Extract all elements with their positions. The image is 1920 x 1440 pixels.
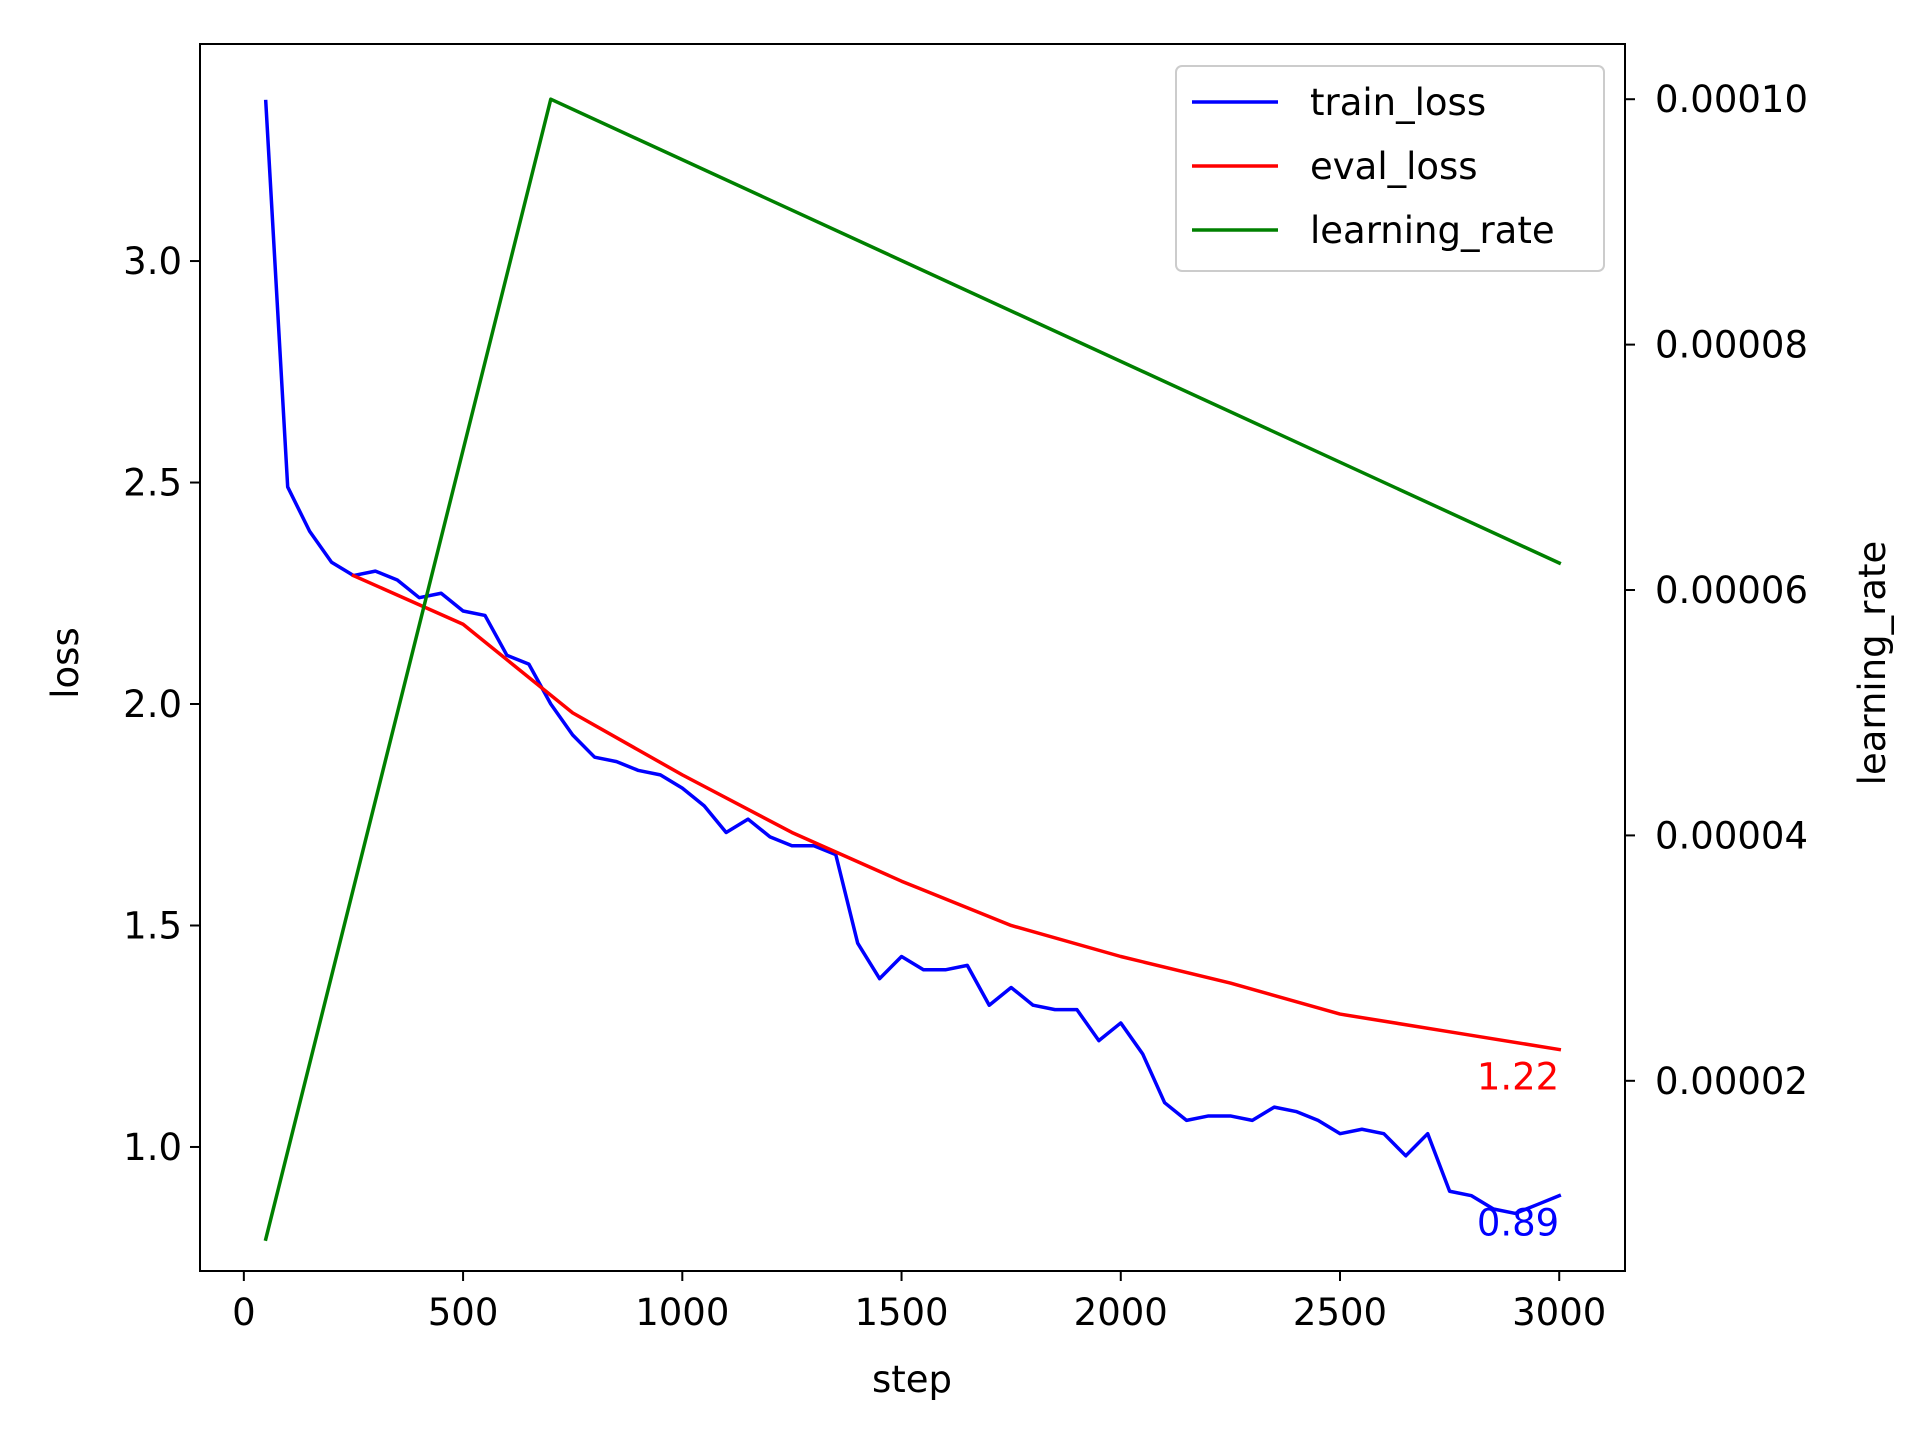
y-left-tick-label: 2.0 [123, 683, 182, 726]
y-right-tick-label: 0.00004 [1655, 814, 1808, 857]
series-line-learning-rate [263, 97, 1562, 1242]
y-left-axis-label: loss [44, 627, 87, 698]
legend-label-eval-loss: eval_loss [1310, 145, 1478, 188]
y-right-axis-ticks: 0.00002 0.00004 0.00006 0.00008 0.00010 [1625, 78, 1808, 1103]
data-label-annotation: 0.89 [1477, 1202, 1559, 1245]
y-left-tick-label: 2.5 [123, 462, 182, 505]
x-tick-label: 500 [428, 1291, 499, 1334]
y-left-tick-label: 3.0 [123, 240, 182, 283]
y-right-tick-label: 0.00008 [1655, 324, 1808, 367]
y-left-axis-ticks: 1.0 1.5 2.0 2.5 3.0 [123, 240, 200, 1169]
x-tick-label: 1000 [635, 1291, 729, 1334]
x-axis-ticks: 0 500 1000 1500 2000 2500 3000 [232, 1271, 1606, 1334]
series-line-eval-loss [351, 573, 1562, 1052]
legend-items: train_loss eval_loss learning_rate [1192, 81, 1555, 252]
series-line-train-loss [263, 99, 1562, 1216]
x-tick-label: 3000 [1512, 1291, 1606, 1334]
legend: train_loss eval_loss learning_rate [1175, 65, 1605, 272]
y-right-tick-label: 0.00002 [1655, 1060, 1808, 1103]
y-left-tick-label: 1.0 [123, 1126, 182, 1169]
series-layer [263, 97, 1562, 1242]
y-right-axis-label: learning_rate [1851, 541, 1894, 786]
x-tick-label: 1500 [854, 1291, 948, 1334]
x-tick-label: 0 [232, 1291, 256, 1334]
x-tick-label: 2500 [1293, 1291, 1387, 1334]
legend-label-learning-rate: learning_rate [1310, 209, 1555, 252]
data-label-annotation: 1.22 [1477, 1056, 1559, 1099]
y-right-tick-label: 0.00006 [1655, 569, 1808, 612]
legend-label-train-loss: train_loss [1310, 81, 1486, 124]
annotation-layer: 1.22 0.89 [1477, 1056, 1559, 1245]
y-left-tick-label: 1.5 [123, 904, 182, 947]
legend-box [1175, 65, 1605, 272]
y-right-tick-label: 0.00010 [1655, 78, 1808, 121]
x-tick-label: 2000 [1074, 1291, 1168, 1334]
plot-frame [199, 43, 1626, 1272]
x-axis-label: step [872, 1358, 952, 1401]
